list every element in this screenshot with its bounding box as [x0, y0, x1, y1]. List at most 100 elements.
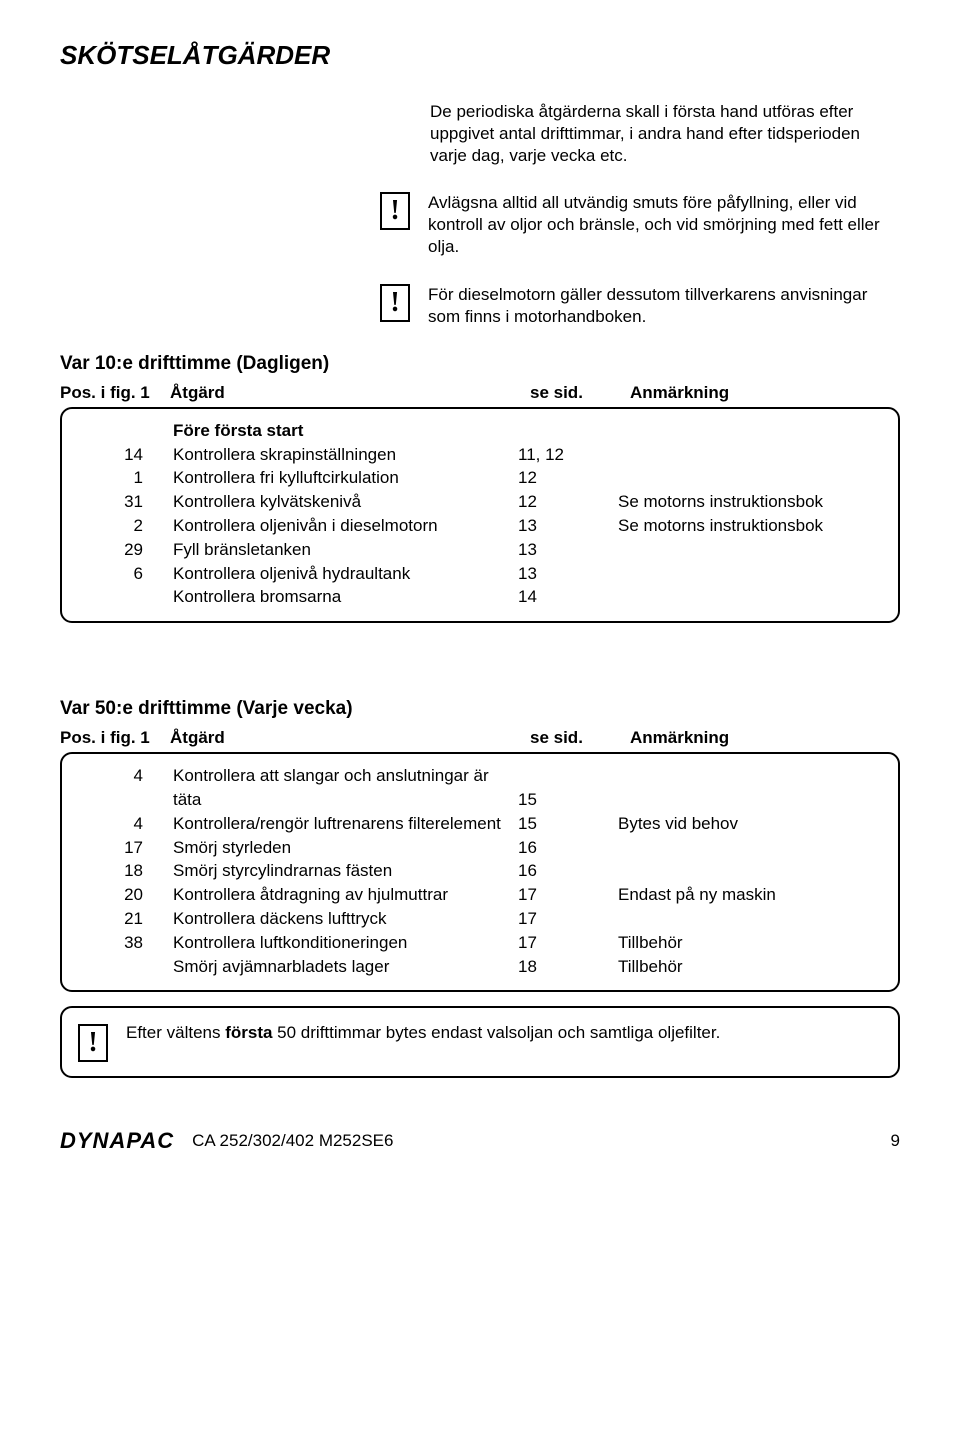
page-title: SKÖTSELÅTGÄRDER	[60, 40, 900, 71]
cell-act: Smörj styrleden	[173, 836, 518, 860]
section-1-subhead: Före första start	[173, 419, 518, 443]
cell-pos: 2	[78, 514, 173, 538]
section-2-heading: Var 50:e drifttimme (Varje vecka)	[60, 698, 900, 720]
table-row: 20Kontrollera åtdragning av hjulmuttrar1…	[78, 883, 882, 907]
cell-page: 16	[518, 859, 618, 883]
cell-act: Smörj styrcylindrarnas fästen	[173, 859, 518, 883]
cell-act: Kontrollera luftkonditioneringen	[173, 931, 518, 955]
cell-act: Kontrollera oljenivån i dieselmotorn	[173, 514, 518, 538]
table-row: 29Fyll bränsletanken13	[78, 538, 882, 562]
col-act: Åtgärd	[170, 728, 530, 748]
col-pos: Pos. i fig. 1	[60, 383, 170, 403]
cell-act: Kontrollera åtdragning av hjulmuttrar	[173, 883, 518, 907]
cell-act: Kontrollera bromsarna	[173, 585, 518, 609]
cell-page: 13	[518, 514, 618, 538]
table-row: 1Kontrollera fri kylluftcirkulation12	[78, 466, 882, 490]
cell-page: 12	[518, 490, 618, 514]
cell-act: Kontrollera oljenivå hydraultank	[173, 562, 518, 586]
cell-rem	[618, 764, 882, 788]
cell-rem	[618, 836, 882, 860]
cell-pos	[78, 585, 173, 609]
cell-rem	[618, 443, 882, 467]
page-footer: DYNAPAC CA 252/302/402 M252SE6 9	[60, 1128, 900, 1154]
cell-pos: 38	[78, 931, 173, 955]
note-1-text: Avlägsna alltid all utvändig smuts före …	[428, 192, 900, 258]
cell-rem	[618, 859, 882, 883]
table-row: 31Kontrollera kylvätskenivå12Se motorns …	[78, 490, 882, 514]
warning-icon: !	[78, 1024, 108, 1062]
cell-act: Kontrollera att slangar och anslutningar…	[173, 764, 518, 788]
cell-rem: Bytes vid behov	[618, 812, 882, 836]
table-row: täta15	[78, 788, 882, 812]
note-row-1: ! Avlägsna alltid all utvändig smuts för…	[380, 192, 900, 258]
cell-pos	[78, 788, 173, 812]
cell-rem: Endast på ny maskin	[618, 883, 882, 907]
cell-rem	[618, 788, 882, 812]
cell-pos: 31	[78, 490, 173, 514]
col-act: Åtgärd	[170, 383, 530, 403]
table-row: 21Kontrollera däckens lufttryck17	[78, 907, 882, 931]
cell-act: Kontrollera/rengör luftrenarens filterel…	[173, 812, 518, 836]
footer-doc: CA 252/302/402 M252SE6	[192, 1131, 393, 1151]
cell-pos: 17	[78, 836, 173, 860]
intro-text: De periodiska åtgärderna skall i första …	[430, 101, 900, 167]
cell-page: 18	[518, 955, 618, 979]
section-2-table: 4Kontrollera att slangar och anslutninga…	[60, 752, 900, 992]
section-1-col-header: Pos. i fig. 1 Åtgärd se sid. Anmärkning	[60, 383, 900, 403]
table-row: 6Kontrollera oljenivå hydraultank13	[78, 562, 882, 586]
cell-act: Kontrollera skrapinställningen	[173, 443, 518, 467]
col-pos: Pos. i fig. 1	[60, 728, 170, 748]
footer-logo: DYNAPAC	[60, 1128, 174, 1154]
cell-pos	[78, 955, 173, 979]
cell-pos: 21	[78, 907, 173, 931]
cell-rem: Se motorns instruktionsbok	[618, 514, 882, 538]
cell-rem: Se motorns instruktionsbok	[618, 490, 882, 514]
footer-page-number: 9	[891, 1131, 900, 1151]
cell-page: 13	[518, 538, 618, 562]
cell-pos: 29	[78, 538, 173, 562]
section-1-table: Före första start 14Kontrollera skrapins…	[60, 407, 900, 623]
table-row: 4Kontrollera att slangar och anslutninga…	[78, 764, 882, 788]
col-rem: Anmärkning	[630, 383, 900, 403]
cell-rem	[618, 585, 882, 609]
table-row: Smörj avjämnarbladets lager18Tillbehör	[78, 955, 882, 979]
table-row: 18Smörj styrcylindrarnas fästen16	[78, 859, 882, 883]
bottom-note-post: 50 drifttimmar bytes endast valsoljan oc…	[272, 1023, 720, 1042]
cell-pos: 20	[78, 883, 173, 907]
cell-page: 11, 12	[518, 443, 618, 467]
bottom-note-pre: Efter vältens	[126, 1023, 225, 1042]
cell-page: 16	[518, 836, 618, 860]
bottom-note-bold: första	[225, 1023, 272, 1042]
table-row: 17Smörj styrleden16	[78, 836, 882, 860]
cell-page: 15	[518, 812, 618, 836]
note-row-2: ! För dieselmotorn gäller dessutom tillv…	[380, 284, 900, 328]
cell-rem	[618, 466, 882, 490]
warning-icon: !	[380, 192, 410, 230]
cell-pos: 4	[78, 764, 173, 788]
cell-page: 14	[518, 585, 618, 609]
col-page: se sid.	[530, 728, 630, 748]
cell-page: 12	[518, 466, 618, 490]
cell-page	[518, 764, 618, 788]
cell-page: 17	[518, 907, 618, 931]
cell-act: Kontrollera kylvätskenivå	[173, 490, 518, 514]
table-row: 14Kontrollera skrapinställningen11, 12	[78, 443, 882, 467]
table-row: 2Kontrollera oljenivån i dieselmotorn13S…	[78, 514, 882, 538]
warning-icon: !	[380, 284, 410, 322]
cell-act: Fyll bränsletanken	[173, 538, 518, 562]
col-page: se sid.	[530, 383, 630, 403]
table-row: Kontrollera bromsarna14	[78, 585, 882, 609]
col-rem: Anmärkning	[630, 728, 900, 748]
section-2-col-header: Pos. i fig. 1 Åtgärd se sid. Anmärkning	[60, 728, 900, 748]
cell-act: Kontrollera däckens lufttryck	[173, 907, 518, 931]
cell-page: 15	[518, 788, 618, 812]
cell-pos: 6	[78, 562, 173, 586]
cell-rem	[618, 907, 882, 931]
cell-pos: 1	[78, 466, 173, 490]
cell-page: 17	[518, 931, 618, 955]
cell-act: täta	[173, 788, 518, 812]
cell-pos: 4	[78, 812, 173, 836]
bottom-note: ! Efter vältens första 50 drifttimmar by…	[60, 1006, 900, 1078]
cell-rem	[618, 538, 882, 562]
table-row: 4Kontrollera/rengör luftrenarens filtere…	[78, 812, 882, 836]
